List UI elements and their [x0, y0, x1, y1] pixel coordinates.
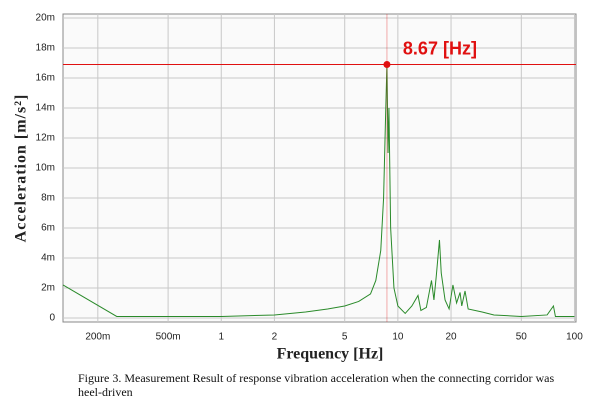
- x-tick-label: 2: [272, 332, 278, 343]
- x-tick-label: 5: [342, 332, 348, 343]
- line: [62, 64, 575, 317]
- y-tick-label: 4m: [41, 253, 55, 264]
- x-tick-label: 1: [218, 332, 224, 343]
- x-tick-label: 100: [566, 332, 583, 343]
- caption: Figure 3. Measurement Result of response…: [78, 371, 555, 399]
- y-tick-label: 18m: [36, 43, 55, 54]
- x-axis-label: Frequency [Hz]: [277, 346, 384, 363]
- x-tick-label: 20: [445, 332, 457, 343]
- x-tick-label: 200m: [85, 332, 110, 343]
- y-tick-label: 10m: [36, 163, 55, 174]
- y-tick-label: 6m: [41, 223, 55, 234]
- y-tick-label: 12m: [36, 133, 55, 144]
- x-tick-label: 500m: [156, 332, 181, 343]
- y-tick-label: 14m: [36, 103, 55, 114]
- y-tick-label: 2m: [41, 283, 55, 294]
- x-tick-label: 50: [516, 332, 528, 343]
- marker-dot: [383, 61, 391, 69]
- y-tick-label: 8m: [41, 193, 55, 204]
- chart: Frequency [Hz] Acceleration [m/s²] 0 2m 4m…: [13, 13, 584, 363]
- y-tick-label: 16m: [36, 73, 55, 84]
- y-tick-label: 0: [49, 313, 55, 324]
- y-axis-label: Acceleration [m/s²]: [13, 94, 30, 243]
- annotation: 8.67 [Hz]: [403, 38, 477, 58]
- x-tick-label: 10: [392, 332, 404, 343]
- y-tick-label: 20m: [36, 13, 55, 24]
